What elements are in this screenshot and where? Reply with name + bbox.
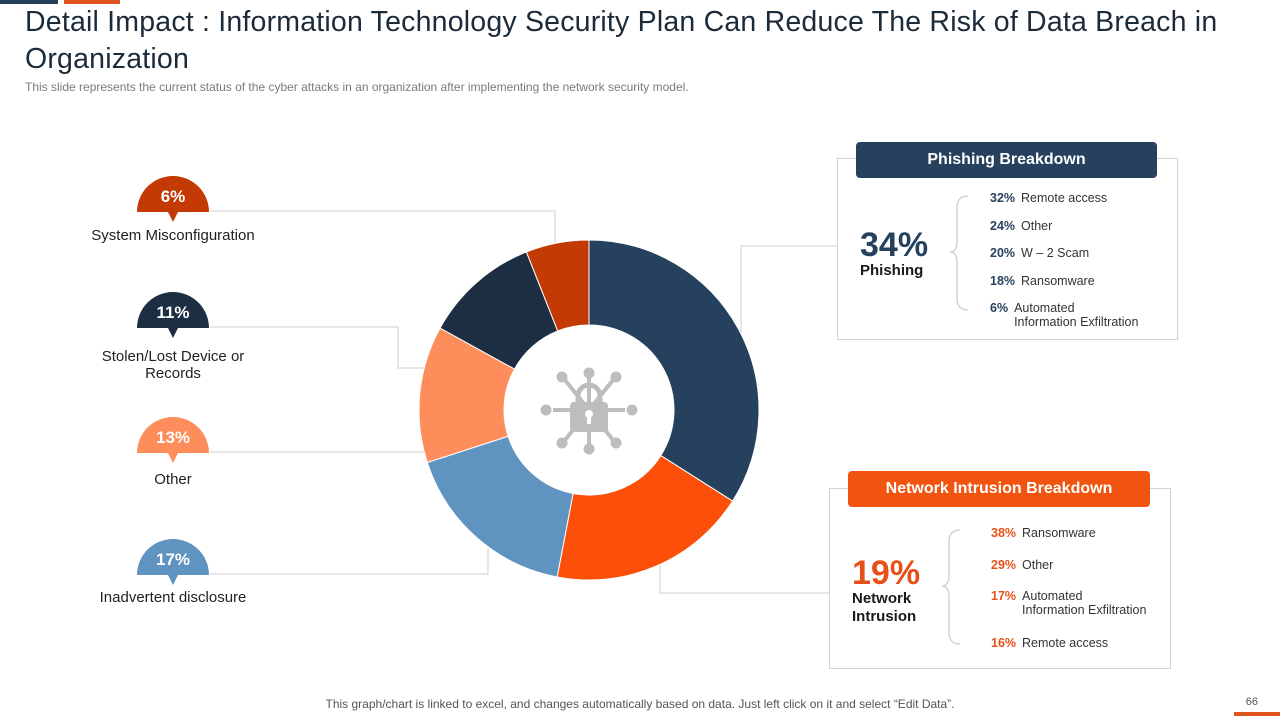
pin-percent: 17% — [156, 550, 190, 569]
phishing-brace — [949, 195, 969, 311]
breakdown-item: 38% Ransomware — [991, 526, 1096, 540]
pin-label-stolen-lost-device-or-records: Stolen/Lost Device or Records — [101, 348, 245, 382]
breakdown-item: 20% W – 2 Scam — [990, 246, 1089, 260]
connector-line — [210, 326, 432, 369]
breakdown-item: 32% Remote access — [990, 191, 1107, 205]
top-accent-bar-orange — [64, 0, 120, 4]
breakdown-item: 29% Other — [991, 558, 1053, 572]
breakdown-item: 16% Remote access — [991, 636, 1108, 650]
breakdown-item-percent: 32% — [990, 191, 1016, 205]
breakdown-item-text: Remote access — [1022, 636, 1109, 650]
pin-inadvertent-disclosure: 17% — [137, 539, 209, 585]
breakdown-item-text: Ransomware — [1022, 526, 1096, 540]
network-intrusion-brace — [941, 529, 961, 645]
pin-other: 13% — [137, 417, 209, 463]
breakdown-item-percent: 17% — [991, 589, 1017, 603]
page-number: 66 — [1245, 696, 1258, 708]
pin-percent: 6% — [161, 187, 186, 206]
breakdown-item-percent: 20% — [990, 246, 1016, 260]
phishing-big-label: Phishing — [860, 262, 924, 279]
phishing-panel — [837, 158, 1178, 340]
connector-lines — [210, 210, 839, 594]
pin-shape — [137, 292, 209, 338]
network-lock-icon — [540, 367, 638, 455]
page-subtitle: This slide represents the current status… — [25, 80, 689, 94]
pin-percent: 11% — [156, 303, 189, 322]
breakdown-item-percent: 24% — [990, 219, 1016, 233]
connector-line — [659, 560, 831, 594]
top-accent-bar-dark — [0, 0, 58, 4]
pin-label-inadvertent-disclosure: Inadvertent disclosure — [99, 589, 247, 606]
breakdown-item-text: Other — [1021, 219, 1053, 233]
breakdown-item-text: Other — [1022, 558, 1054, 572]
page-number-accent-bar — [1234, 712, 1280, 716]
pin-system-misconfiguration: 6% — [137, 176, 209, 222]
breakdown-item-text: W – 2 Scam — [1021, 246, 1090, 260]
breakdown-item: 18% Ransomware — [990, 274, 1095, 288]
breakdown-item: 24% Other — [990, 219, 1052, 233]
phishing-panel-header: Phishing Breakdown — [856, 142, 1157, 178]
category-pins: 6% 11% 13% 17% — [137, 176, 209, 585]
breakdown-item-text: Automated Information Exfiltration — [1014, 301, 1139, 329]
breakdown-item-percent: 29% — [991, 558, 1017, 572]
page-title: Detail Impact : Information Technology S… — [25, 6, 1218, 75]
breakdown-item-percent: 6% — [990, 301, 1009, 315]
network-intrusion-big-label: Network Intrusion — [852, 590, 917, 625]
breakdown-item-text: Ransomware — [1021, 274, 1095, 288]
footer-note: This graph/chart is linked to excel, and… — [325, 697, 955, 711]
connector-line — [210, 210, 556, 246]
pin-stolen-lost-device-or-records: 11% — [137, 292, 209, 338]
pin-label-system-misconfiguration: System Misconfiguration — [91, 227, 255, 244]
breakdown-item-percent: 16% — [991, 636, 1017, 650]
connector-line — [210, 548, 489, 575]
breakdown-item-text: Automated Information Exfiltration — [1022, 589, 1147, 617]
pin-shape — [137, 539, 209, 585]
breakdown-item-percent: 38% — [991, 526, 1017, 540]
connector-line — [740, 245, 839, 362]
breakdown-item: 17% Automated Information Exfiltration — [991, 589, 1147, 617]
pin-shape — [137, 176, 209, 222]
network-intrusion-big-percent: 19% — [852, 554, 921, 592]
pin-percent: 13% — [156, 428, 190, 447]
network-intrusion-panel-header: Network Intrusion Breakdown — [848, 471, 1150, 507]
breakdown-item: 6% Automated Information Exfiltration — [990, 301, 1139, 329]
pin-shape — [137, 417, 209, 463]
pin-label-other: Other — [154, 471, 192, 488]
breakdown-item-percent: 18% — [990, 274, 1016, 288]
donut-slices[interactable] — [418, 239, 760, 581]
phishing-big-percent: 34% — [860, 226, 929, 264]
breakdown-item-text: Remote access — [1021, 191, 1108, 205]
